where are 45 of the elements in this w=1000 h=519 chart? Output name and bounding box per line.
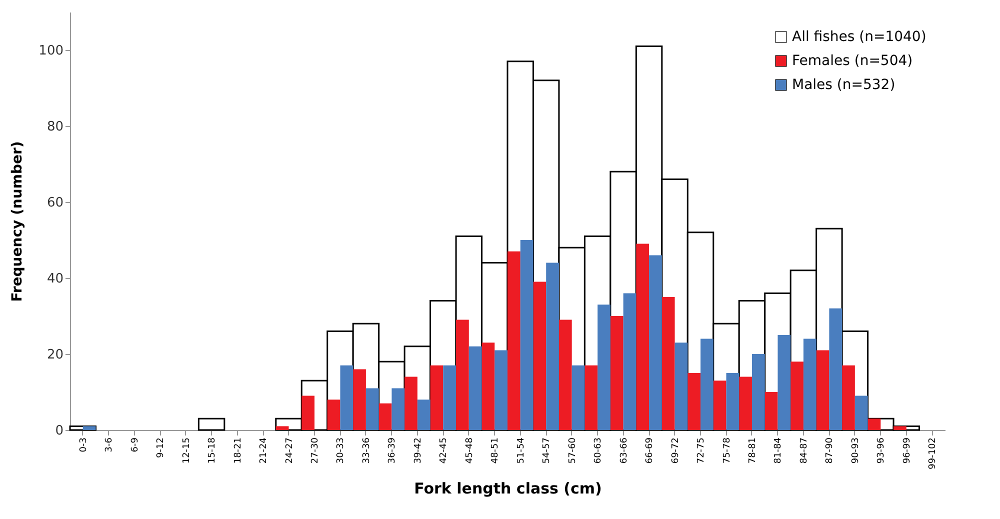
x-axis-title: Fork length class (cm) [414,479,602,498]
x-tick-label: 12-15 [182,438,192,464]
x-tick-label: 51-54 [516,437,526,464]
x-tick-label: 78-81 [748,438,758,464]
x-tick-label: 63-66 [619,437,630,464]
x-tick-label: 75-78 [722,437,732,464]
x-tick-label: 27-30 [310,437,320,464]
y-tick-label: 80 [46,120,64,134]
y-axis-title: Frequency (number) [10,141,26,302]
x-tick-label: 33-36 [362,437,372,464]
x-tick-label: 9-12 [156,438,166,458]
x-tick-label: 69-72 [670,438,681,464]
x-tick-label: 57-60 [568,437,578,464]
legend-label: All fishes (n=1040) [792,29,926,45]
x-tick-label: 6-9 [130,437,140,452]
x-tick-label: 0-3 [78,438,89,452]
x-tick-label: 42-45 [439,438,450,464]
x-tick-label: 66-69 [645,437,656,464]
x-tick-label: 39-42 [413,438,424,464]
x-tick-label: 90-93 [850,438,861,464]
x-tick-label: 72-75 [696,438,707,464]
y-tick-label: 0 [55,424,64,438]
x-tick-label: 3-6 [104,437,115,452]
x-tick-label: 21-24 [259,437,270,464]
legend-label: Females (n=504) [792,53,913,69]
x-tick-label: 36-39 [388,437,398,464]
x-tick-label: 99-102 [928,438,938,470]
x-tick-label: 30-33 [336,438,346,464]
x-tick-label: 84-87 [799,438,810,464]
y-tick-label: 100 [38,44,64,58]
x-tick-label: 15-18 [208,437,218,464]
x-tick-label: 81-84 [774,437,784,464]
x-tick-label: 24-27 [284,438,295,464]
y-tick-label: 60 [46,196,64,210]
y-tick-label: 40 [46,272,64,286]
x-tick-label: 18-21 [233,438,244,464]
x-tick-label: 60-63 [594,438,604,464]
x-tick-label: 96-99 [902,437,912,464]
legend-label: Males (n=532) [792,77,896,93]
y-tick-label: 20 [46,348,64,362]
x-tick-label: 54-57 [542,438,552,464]
x-tick-label: 48-51 [490,438,501,464]
x-tick-label: 93-96 [876,437,887,464]
x-tick-label: 45-48 [464,437,475,464]
x-tick-label: 87-90 [825,437,836,464]
